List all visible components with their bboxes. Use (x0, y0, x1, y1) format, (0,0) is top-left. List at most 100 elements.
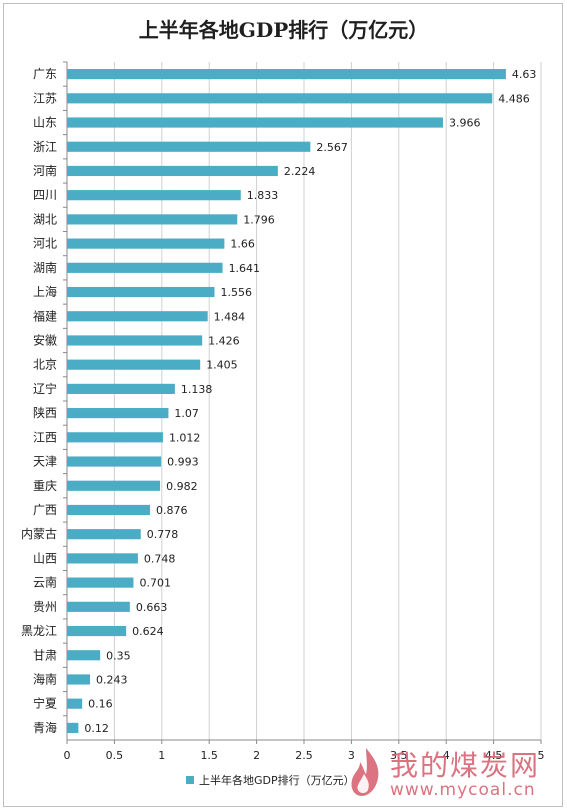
category-label: 宁夏 (33, 696, 57, 711)
chart-frame (3, 3, 563, 807)
tick-label-x: 0.5 (106, 749, 124, 762)
data-label: 1.66 (230, 238, 255, 251)
bar (67, 359, 201, 370)
category-label: 河北 (33, 237, 57, 251)
category-label: 青海 (33, 720, 57, 735)
bar (67, 238, 225, 249)
category-label: 江苏 (33, 91, 57, 105)
bar (67, 190, 241, 201)
bar (67, 69, 506, 80)
data-label: 2.567 (316, 141, 348, 154)
category-label: 贵州 (33, 600, 57, 614)
data-label: 0.982 (166, 480, 198, 493)
data-label: 0.663 (136, 601, 168, 614)
data-label: 0.701 (139, 577, 171, 590)
bar (67, 553, 138, 564)
data-label: 1.138 (181, 383, 213, 396)
data-label: 0.35 (106, 649, 130, 662)
bar (67, 432, 163, 443)
category-label: 重庆 (33, 479, 57, 493)
bar (67, 335, 203, 346)
category-label: 广东 (33, 67, 57, 81)
data-label: 0.12 (84, 722, 109, 735)
category-label: 江西 (33, 430, 57, 444)
tick-label-x: 3 (348, 749, 355, 762)
data-label: 0.243 (96, 673, 128, 686)
data-label: 0.876 (156, 504, 188, 517)
watermark-url: www.mycoal.cn (390, 780, 536, 800)
category-label: 辽宁 (33, 381, 57, 396)
category-label: 内蒙古 (21, 526, 57, 541)
tick-label-x: 0 (64, 749, 71, 762)
tick-label-x: 2 (253, 749, 260, 762)
tick-label-x: 4 (443, 749, 450, 762)
bar (67, 650, 101, 661)
bar (67, 262, 223, 273)
legend-swatch (186, 776, 194, 784)
category-label: 甘肃 (33, 648, 57, 662)
tick-label-x: 2.5 (295, 749, 313, 762)
bar (67, 408, 169, 419)
category-label: 河南 (33, 163, 57, 178)
data-label: 1.07 (174, 407, 199, 420)
category-label: 湖北 (33, 211, 57, 226)
category-label: 山西 (33, 551, 57, 565)
category-label: 陕西 (33, 405, 57, 420)
data-label: 1.556 (221, 286, 253, 299)
tick-label-x: 3.5 (390, 749, 408, 762)
bar (67, 722, 79, 733)
category-label: 北京 (33, 358, 57, 372)
bar (67, 456, 162, 467)
legend-label: 上半年各地GDP排行（万亿元） (199, 774, 355, 787)
tick-label-x: 4.5 (485, 749, 503, 762)
data-label: 0.16 (88, 698, 113, 711)
category-label: 天津 (33, 455, 57, 469)
data-label: 1.484 (214, 310, 246, 323)
category-label: 浙江 (33, 140, 57, 154)
data-label: 1.405 (206, 359, 238, 372)
flame-logo-icon (351, 748, 379, 796)
tick-label-x: 1 (158, 749, 165, 762)
data-label: 3.966 (449, 117, 481, 130)
watermark: 我的煤炭网 www.mycoal.cn (338, 738, 560, 804)
data-label: 1.833 (247, 189, 279, 202)
data-label: 0.624 (132, 625, 164, 638)
bar (67, 286, 215, 298)
data-label: 0.748 (144, 552, 176, 565)
bar (67, 141, 311, 152)
data-label: 0.993 (167, 456, 199, 469)
category-label: 黑龙江 (21, 624, 57, 638)
bar (67, 480, 161, 491)
legend: 上半年各地GDP排行（万亿元） (186, 772, 355, 788)
bar (67, 165, 278, 177)
data-label: 1.641 (229, 262, 261, 275)
data-label: 2.224 (284, 165, 316, 178)
bar (67, 93, 493, 104)
bar (67, 117, 443, 128)
bar (67, 383, 175, 394)
bar (67, 625, 127, 637)
chart-title: 上半年各地GDP排行（万亿元） (138, 18, 429, 42)
category-label: 山东 (33, 116, 57, 130)
bar (67, 504, 151, 516)
category-label: 四川 (33, 188, 57, 202)
bar (67, 698, 83, 709)
category-label: 上海 (33, 284, 57, 299)
data-label: 1.012 (169, 431, 201, 444)
bar (67, 311, 208, 322)
bar (67, 214, 238, 225)
bar (67, 601, 130, 612)
category-label: 云南 (33, 575, 57, 590)
data-label: 4.486 (498, 92, 530, 105)
tick-label-x: 5 (538, 749, 545, 762)
category-label: 湖南 (33, 260, 57, 275)
watermark-text: 我的煤炭网 (390, 749, 541, 782)
category-label: 安徽 (33, 332, 57, 347)
bar (67, 529, 141, 540)
bar (67, 674, 91, 685)
bar (67, 577, 134, 588)
category-label: 广西 (33, 503, 57, 517)
category-label: 海南 (33, 671, 57, 686)
data-label: 1.426 (208, 334, 240, 347)
